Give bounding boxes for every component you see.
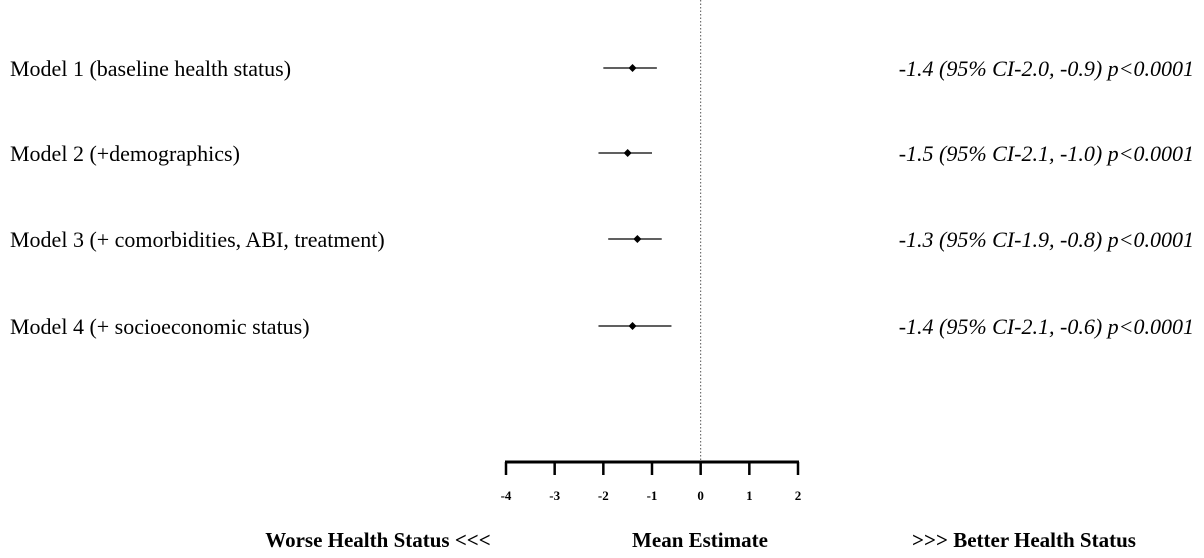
row-label: Model 1 (baseline health status) xyxy=(10,56,291,81)
stat-text: -1.3 (95% CI-1.9, -0.8) p<0.0001 xyxy=(899,227,1194,252)
stat-text: -1.4 (95% CI-2.1, -0.6) p<0.0001 xyxy=(899,314,1194,339)
estimate-point xyxy=(633,235,642,243)
row-label: Model 3 (+ comorbidities, ABI, treatment… xyxy=(10,227,385,252)
footer-center-label: Mean Estimate xyxy=(632,528,768,552)
estimate-point xyxy=(628,64,637,72)
x-tick-label: -4 xyxy=(501,488,512,503)
x-tick-label: 1 xyxy=(746,488,753,503)
forest-row: Model 1 (baseline health status) -1.4 (95… xyxy=(10,56,1194,81)
forest-row: Model 2 (+demographics) -1.5 (95% CI-2.1,… xyxy=(10,141,1194,166)
row-label: Model 4 (+ socioeconomic status) xyxy=(10,314,310,339)
x-tick-label: -3 xyxy=(549,488,560,503)
row-label: Model 2 (+demographics) xyxy=(10,141,240,166)
footer-right-label: >>> Better Health Status xyxy=(912,528,1136,552)
stat-text: -1.5 (95% CI-2.1, -1.0) p<0.0001 xyxy=(899,141,1194,166)
x-tick-label: -1 xyxy=(647,488,658,503)
estimate-point xyxy=(628,322,637,330)
x-tick-label: -2 xyxy=(598,488,609,503)
forest-row: Model 4 (+ socioeconomic status) -1.4 (95… xyxy=(10,314,1194,339)
footer-left-label: Worse Health Status <<< xyxy=(265,528,490,552)
stat-text: -1.4 (95% CI-2.0, -0.9) p<0.0001 xyxy=(899,56,1194,81)
x-tick-label: 2 xyxy=(795,488,802,503)
footer-labels: Worse Health Status <<< Mean Estimate >>… xyxy=(265,528,1136,552)
x-tick-label: 0 xyxy=(697,488,704,503)
x-axis: -4 -3 -2 -1 0 1 2 xyxy=(501,460,802,503)
estimate-point xyxy=(623,149,632,157)
forest-row: Model 3 (+ comorbidities, ABI, treatment… xyxy=(10,227,1194,252)
forest-rows: Model 1 (baseline health status) -1.4 (95… xyxy=(10,56,1194,339)
